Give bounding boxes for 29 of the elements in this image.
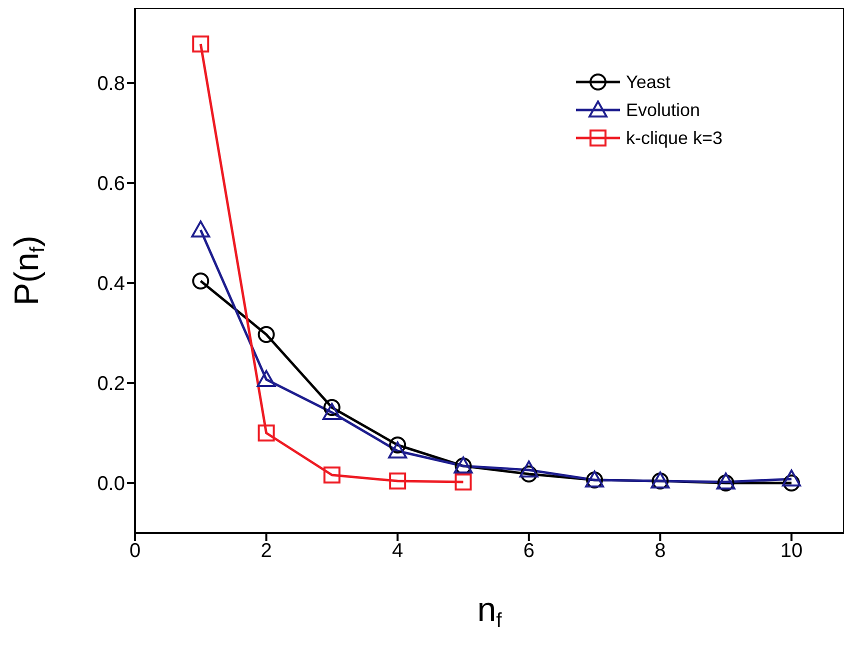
legend-label: Evolution (626, 100, 700, 120)
y-tick-label: 0.2 (97, 373, 125, 396)
y-tick-label: 0.8 (97, 73, 125, 96)
y-tick-label: 0.6 (97, 173, 125, 196)
x-tick-label: 10 (780, 540, 803, 562)
point (322, 403, 342, 420)
legend-label: k-clique k=3 (626, 128, 723, 148)
point (323, 466, 340, 484)
x-axis-title: n$_{f}$ (477, 591, 502, 632)
x-tick-label: 6 (523, 540, 534, 562)
point (519, 460, 538, 478)
x-tick-label: 2 (260, 540, 272, 562)
y-tick-label: 0.4 (97, 273, 125, 296)
legend-label: Yeast (626, 72, 670, 92)
point (323, 399, 340, 416)
point (192, 272, 210, 290)
point (258, 326, 275, 343)
point (389, 472, 406, 490)
point (256, 370, 276, 387)
point (258, 424, 275, 442)
point (454, 474, 472, 490)
y-tick-label: 0.0 (97, 473, 125, 496)
point (191, 220, 210, 238)
point (192, 36, 210, 52)
x-tick-label: 0 (129, 540, 141, 562)
x-tick-label: 8 (654, 540, 666, 562)
x-tick-label: 4 (392, 540, 404, 562)
point (388, 442, 408, 458)
point (782, 470, 801, 486)
